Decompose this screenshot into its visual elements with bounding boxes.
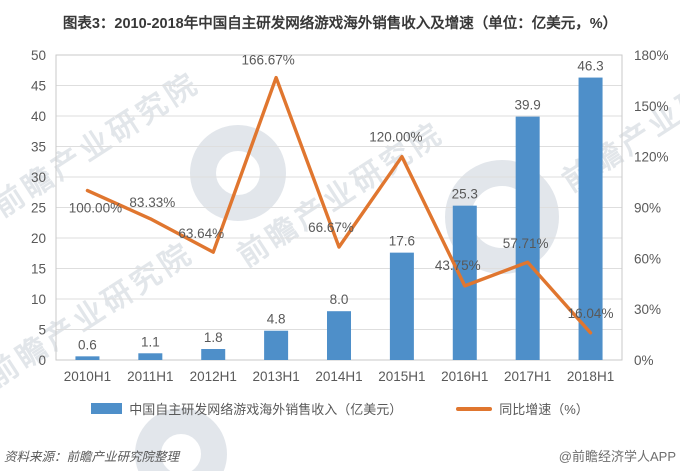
bar	[138, 353, 163, 360]
x-axis-label: 2011H1	[127, 369, 173, 384]
bar	[264, 330, 289, 360]
legend-item-growth: 同比增速（%）	[456, 399, 589, 418]
right-axis-tick: 180%	[634, 48, 669, 63]
legend-label: 同比增速（%）	[499, 402, 589, 417]
left-axis-tick: 25	[31, 201, 46, 216]
right-axis-tick: 120%	[634, 150, 669, 165]
legend-bar-swatch-icon	[91, 403, 123, 414]
legend-line-swatch-icon	[456, 406, 493, 411]
right-axis-tick: 150%	[634, 99, 669, 114]
legend-item-revenue: 中国自主研发网络游戏海外销售收入（亿美元）	[91, 399, 402, 418]
bar-value-label: 4.8	[267, 312, 286, 327]
left-axis-tick: 0	[38, 353, 46, 368]
legend-label: 中国自主研发网络游戏海外销售收入（亿美元）	[129, 402, 403, 417]
bar	[515, 116, 540, 360]
bar	[578, 77, 603, 360]
bar-value-label: 1.8	[204, 330, 223, 345]
right-axis-tick: 90%	[634, 201, 661, 216]
brand-credit: @前瞻经济学人APP	[558, 449, 676, 464]
left-axis-tick: 10	[31, 292, 46, 307]
line-value-label: 120.00%	[369, 130, 422, 145]
bar-value-label: 25.3	[452, 187, 478, 202]
bar	[389, 252, 414, 360]
left-axis-tick: 40	[31, 109, 46, 124]
left-axis-tick: 5	[38, 323, 46, 338]
chart-legend: 中国自主研发网络游戏海外销售收入（亿美元） 同比增速（%）	[0, 399, 680, 418]
bar-value-label: 39.9	[515, 98, 541, 113]
bar-value-label: 17.6	[389, 234, 415, 249]
bar-value-label: 0.6	[78, 337, 97, 352]
x-axis-label: 2010H1	[64, 369, 111, 384]
line-value-label: 100.00%	[69, 201, 122, 216]
left-axis-tick: 50	[31, 48, 46, 63]
growth-line	[85, 75, 593, 335]
x-axis-label: 2016H1	[441, 369, 488, 384]
left-axis-tick: 20	[31, 231, 46, 246]
x-axis-label: 2017H1	[504, 369, 551, 384]
left-axis-tick: 45	[31, 79, 46, 94]
line-value-label: 57.71%	[503, 236, 549, 251]
bar	[201, 349, 226, 360]
x-axis-label: 2014H1	[315, 369, 362, 384]
footer: 资料来源：前瞻产业研究院整理 @前瞻经济学人APP	[4, 446, 676, 465]
x-axis-label: 2013H1	[252, 369, 299, 384]
bar	[75, 356, 100, 360]
bar-value-label: 1.1	[141, 334, 160, 349]
left-axis-tick: 35	[31, 140, 46, 155]
line-value-label: 83.33%	[129, 195, 175, 210]
line-value-label: 66.67%	[308, 220, 354, 235]
bar	[327, 311, 351, 360]
left-axis-tick: 15	[31, 262, 46, 277]
right-axis-tick: 60%	[634, 251, 661, 266]
line-value-label: 166.67%	[241, 53, 294, 68]
left-axis-tick: 30	[31, 170, 46, 185]
right-axis-tick: 30%	[634, 302, 661, 317]
line-value-label: 43.75%	[435, 258, 481, 273]
line-value-label: 63.64%	[178, 226, 224, 241]
page-title: 图表3：2010-2018年中国自主研发网络游戏海外销售收入及增速（单位：亿美元…	[62, 16, 618, 32]
x-axis-label: 2012H1	[190, 369, 237, 384]
source-note: 资料来源：前瞻产业研究院整理	[4, 450, 180, 464]
x-axis-label: 2018H1	[567, 369, 614, 384]
bar-value-label: 46.3	[577, 59, 603, 74]
bar-value-label: 8.0	[330, 292, 349, 307]
right-axis-tick: 0%	[634, 353, 654, 368]
line-value-label: 16.04%	[568, 306, 614, 321]
x-axis-label: 2015H1	[378, 369, 425, 384]
